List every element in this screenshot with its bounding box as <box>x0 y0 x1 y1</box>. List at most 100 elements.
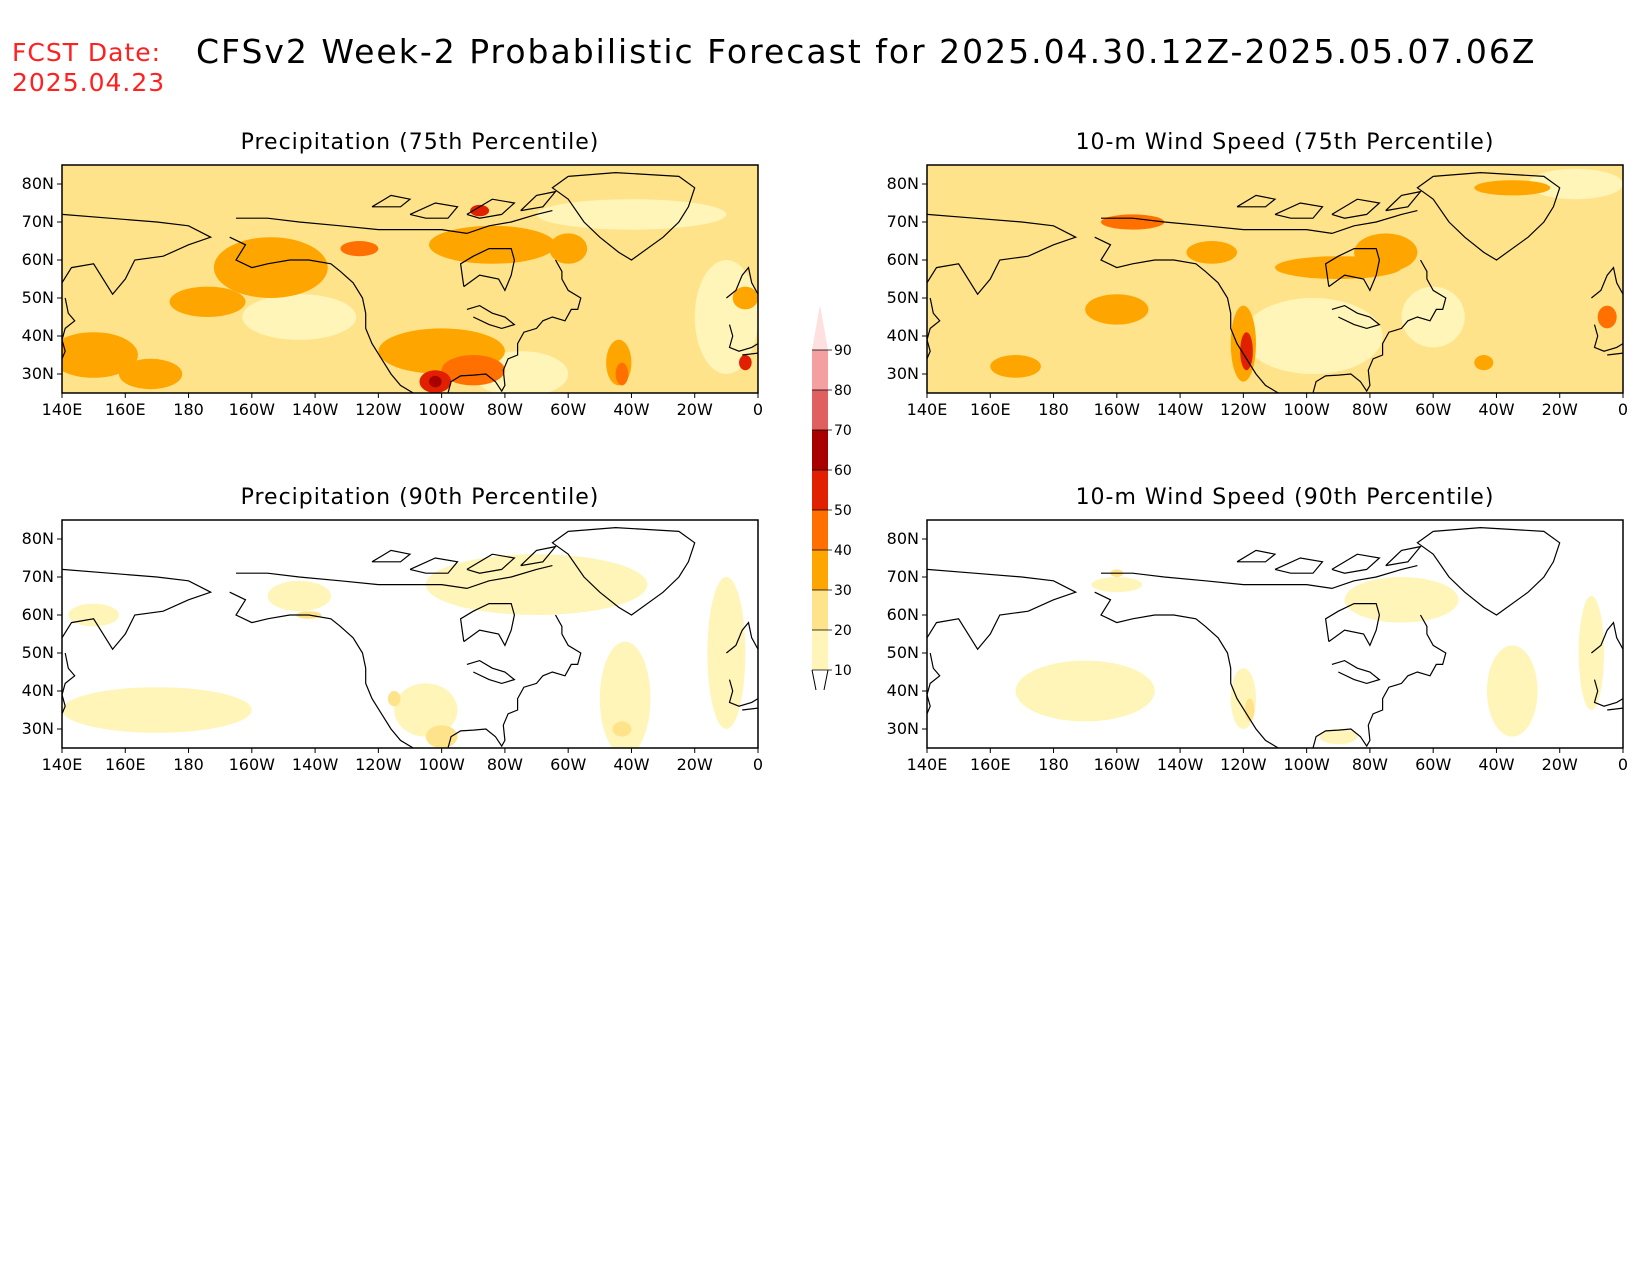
page-title: CFSv2 Week-2 Probabilistic Forecast for … <box>196 32 1537 71</box>
legend-swatch <box>812 430 828 470</box>
legend-swatch <box>812 590 828 630</box>
coastline <box>1324 602 1381 647</box>
coastline <box>409 202 459 219</box>
forecast-date-label: FCST Date: <box>12 38 162 67</box>
lat-tick-label: 30N <box>887 719 919 738</box>
probability-patch <box>599 641 651 748</box>
coastline <box>459 247 516 292</box>
lat-tick-label: 40N <box>887 681 919 700</box>
legend-level-label: 70 <box>834 423 852 439</box>
coastline <box>551 526 696 616</box>
coastline <box>371 549 412 563</box>
coastline <box>1236 194 1277 208</box>
probability-patch <box>68 603 119 627</box>
probability-patch <box>732 286 758 310</box>
lon-tick-label: 160E <box>105 755 146 774</box>
probability-patch <box>1230 668 1257 729</box>
lon-tick-label: 40W <box>1478 755 1514 774</box>
probability-patch <box>707 577 746 729</box>
legend-level-label: 50 <box>834 503 852 519</box>
lon-tick-label: 140W <box>1157 400 1204 419</box>
lon-tick-label: 180 <box>173 755 204 774</box>
map-wind-75: 80N 70N 60N 50N 40N 30N 140E 160E 180 160W 140W 120… <box>887 164 1628 419</box>
coastline <box>1593 679 1623 707</box>
legend-swatch <box>812 630 828 670</box>
coastline <box>1274 557 1324 574</box>
lon-tick-label: 100W <box>418 400 465 419</box>
coastline <box>62 297 76 360</box>
coastline <box>236 565 553 590</box>
lon-tick-label: 0 <box>1618 400 1628 419</box>
lat-tick-label: 70N <box>887 212 919 231</box>
coastline <box>742 352 758 356</box>
map-frame <box>61 519 759 749</box>
probability-patch <box>612 721 632 737</box>
lat-tick-label: 50N <box>887 288 919 307</box>
coastline <box>459 602 516 647</box>
lat-tick-label: 70N <box>887 567 919 586</box>
legend-swatch <box>812 390 828 430</box>
lon-tick-label: 80W <box>1352 400 1388 419</box>
lon-tick-label: 80W <box>487 755 523 774</box>
coastline <box>1331 198 1381 219</box>
probability-patch <box>441 355 505 386</box>
coastline <box>1607 352 1623 356</box>
probability-patch <box>739 355 752 371</box>
lat-tick-label: 30N <box>22 719 54 738</box>
forecast-date: FCST Date: 2025.04.23 <box>12 38 165 98</box>
coastline <box>1094 236 1279 393</box>
legend-swatch <box>812 550 828 590</box>
map-frame <box>926 164 1624 394</box>
coastline <box>1385 545 1423 567</box>
coastline <box>1331 553 1381 574</box>
coastline <box>726 266 758 299</box>
lon-tick-label: 120W <box>1220 755 1267 774</box>
panel-precip-90: Precipitation (90th Percentile) 80N 70N 60… <box>0 485 790 815</box>
probability-patch <box>428 375 442 388</box>
coastline <box>1416 171 1561 261</box>
coastline <box>1331 659 1381 685</box>
probability-patch <box>1597 305 1617 329</box>
coastline <box>1101 565 1418 590</box>
coastline <box>62 568 213 651</box>
lat-tick-label: 60N <box>22 605 54 624</box>
coastline <box>409 557 459 574</box>
coastline <box>466 659 516 685</box>
coastline <box>1416 526 1561 616</box>
coastline <box>229 591 414 748</box>
probability-patch <box>428 225 556 264</box>
coastline <box>927 297 941 360</box>
probability-patch <box>1085 294 1149 325</box>
coastline <box>742 707 758 711</box>
lon-tick-label: 40W <box>613 755 649 774</box>
probability-patch <box>1474 355 1494 371</box>
probability-patch <box>1015 660 1155 722</box>
lat-tick-label: 40N <box>22 681 54 700</box>
lat-tick-label: 60N <box>887 250 919 269</box>
panel-wind-75: 10-m Wind Speed (75th Percentile) 80N 70N… <box>865 130 1650 460</box>
coastline <box>1101 210 1418 235</box>
probability-patch <box>549 233 588 264</box>
probability-patch <box>1578 596 1605 710</box>
lon-tick-label: 80W <box>487 400 523 419</box>
probability-patch <box>1344 577 1459 623</box>
lon-tick-label: 40W <box>1478 400 1514 419</box>
probability-patch <box>425 725 458 748</box>
panel-title: 10-m Wind Speed (90th Percentile) <box>1075 485 1495 510</box>
lat-tick-label: 50N <box>22 288 54 307</box>
lat-tick-label: 30N <box>22 364 54 383</box>
probability-patch <box>1275 256 1402 279</box>
color-legend: 10 20 30 40 50 60 70 80 90 <box>811 305 852 690</box>
probability-patch <box>1528 168 1623 200</box>
map-precip-90: 80N 70N 60N 50N 40N 30N 140E 160E 180 160W 140W 120… <box>22 519 763 774</box>
coastline <box>728 324 758 352</box>
coastline <box>726 621 758 654</box>
probability-patch <box>615 362 629 386</box>
coastline <box>1312 259 1447 393</box>
legend-level-label: 80 <box>834 383 852 399</box>
lon-tick-label: 0 <box>1618 755 1628 774</box>
coastline <box>466 553 516 574</box>
legend-level-label: 40 <box>834 543 852 559</box>
probability-patch <box>425 554 648 615</box>
probability-patch <box>394 683 458 737</box>
